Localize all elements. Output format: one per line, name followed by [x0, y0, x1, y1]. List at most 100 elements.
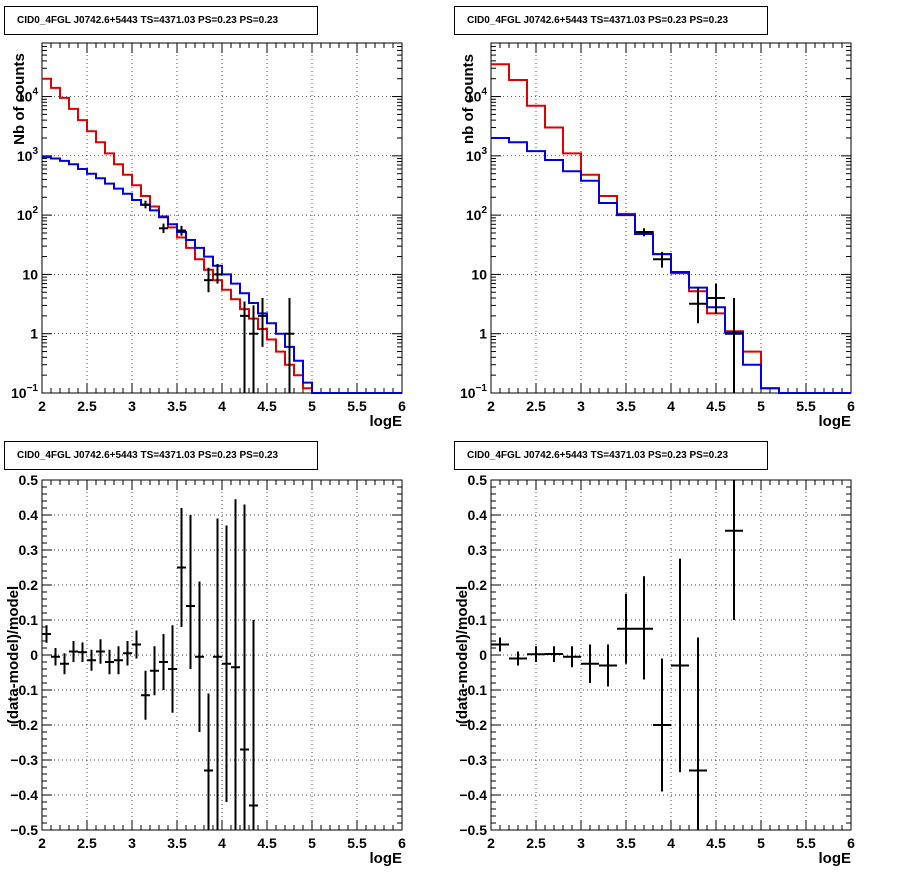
y-tick-label: 0.1	[19, 612, 39, 628]
title-box	[454, 441, 768, 470]
x-tick-label: 6	[847, 398, 855, 414]
y-axis-title: (data-model)/model	[5, 586, 22, 724]
y-tick-exponent: −1	[27, 383, 39, 394]
y-tick-label: 0.1	[468, 612, 488, 628]
data-point	[42, 625, 51, 643]
chart-panel-4: CID0_4FGL J0742.6+5443 TS=4371.03 PS=0.2…	[454, 441, 855, 867]
data-point	[195, 581, 204, 732]
data-point	[132, 630, 141, 659]
y-tick-base: 10	[466, 148, 482, 164]
y-tick-base: 10	[17, 207, 33, 223]
y-axis: −0.5 −0.4 −0.3 −0.2 −0.1 0 0.1 0.2 0.3 0.4 0.5	[459, 472, 851, 838]
data-point	[150, 646, 159, 696]
x-tick-label: 4	[667, 398, 675, 414]
x-axis-title: logE	[370, 413, 403, 430]
y-tick-label: −0.3	[10, 752, 38, 768]
grid	[42, 480, 402, 830]
chart-title: CID0_4FGL J0742.6+5443 TS=4371.03 PS=0.2…	[17, 15, 279, 26]
data-point	[222, 525, 231, 802]
data-point	[60, 653, 69, 675]
data-points	[42, 499, 258, 830]
data-point	[240, 504, 249, 830]
y-tick-label: 10	[22, 266, 38, 282]
y-tick-exponent: 2	[481, 205, 487, 216]
data-point	[671, 558, 689, 773]
data-point	[527, 646, 545, 662]
x-tick-label: 6	[847, 835, 855, 851]
y-tick-label: 0.5	[19, 472, 39, 488]
series-blue-histogram	[42, 156, 402, 394]
y-tick-label: 0	[30, 647, 38, 663]
x-tick-label: 3	[128, 835, 136, 851]
y-tick-base: 10	[17, 148, 33, 164]
x-tick-label: 5	[308, 398, 316, 414]
y-tick-base: 10	[17, 89, 33, 105]
x-tick-label: 6	[398, 398, 406, 414]
data-point	[509, 651, 527, 666]
data-point	[653, 251, 671, 268]
chart-title: CID0_4FGL J0742.6+5443 TS=4371.03 PS=0.2…	[467, 15, 729, 26]
x-tick-label: 3.5	[616, 835, 636, 851]
x-tick-label: 2.5	[77, 398, 97, 414]
data-point	[141, 670, 150, 720]
x-tick-label: 3	[128, 398, 136, 414]
data-point	[186, 515, 195, 669]
data-point	[725, 298, 743, 393]
x-axis-title: logE	[819, 413, 852, 430]
y-tick-label: −0.3	[459, 752, 487, 768]
x-tick-label: 5.5	[796, 398, 816, 414]
y-tick-label: −0.1	[459, 682, 487, 698]
y-tick-label: −0.5	[459, 822, 487, 838]
y-tick-base: 10	[11, 385, 27, 401]
data-points	[491, 480, 743, 830]
x-tick-label: 2	[487, 835, 495, 851]
data-point	[105, 649, 114, 675]
y-tick-label: −0.4	[459, 787, 487, 803]
chart-panel-2: CID0_4FGL J0742.6+5443 TS=4371.03 PS=0.2…	[454, 6, 855, 430]
y-axis: −0.5 −0.4 −0.3 −0.2 −0.1 0 0.1 0.2 0.3 0.4 0.5	[10, 472, 402, 838]
data-point	[168, 625, 177, 713]
x-axis: 2 2.5 3 3.5 4 4.5 5 5.5 6	[38, 43, 406, 414]
y-tick-label: 0.4	[19, 507, 39, 523]
data-point	[545, 646, 563, 662]
x-axis: 2 2.5 3 3.5 4 4.5 5 5.5 6	[38, 480, 406, 851]
y-axis-title: nb of counts	[460, 54, 477, 144]
y-tick-label: 10	[471, 266, 487, 282]
chart-panel-3: CID0_4FGL J0742.6+5443 TS=4371.03 PS=0.2…	[4, 441, 406, 867]
x-axis-title: logE	[370, 850, 403, 867]
data-point	[231, 499, 240, 830]
data-point	[599, 644, 617, 687]
data-point	[159, 634, 168, 690]
data-point	[689, 287, 707, 324]
data-point	[123, 641, 132, 666]
x-tick-label: 4	[218, 398, 226, 414]
y-tick-label: 0.5	[468, 472, 488, 488]
x-tick-label: 4	[218, 835, 226, 851]
data-point	[204, 267, 213, 293]
data-point	[491, 637, 509, 652]
title-box	[4, 6, 318, 35]
x-tick-label: 2	[487, 398, 495, 414]
x-tick-label: 2.5	[526, 835, 546, 851]
y-tick-label: 0.2	[468, 577, 488, 593]
data-point	[617, 593, 635, 664]
x-tick-label: 3	[577, 398, 585, 414]
y-tick-exponent: 3	[32, 146, 38, 157]
y-tick-label: −0.4	[10, 787, 38, 803]
data-point	[69, 641, 78, 662]
series-blue-histogram	[491, 137, 851, 394]
y-tick-base: 10	[466, 207, 482, 223]
chart-panel-1: CID0_4FGL J0742.6+5443 TS=4371.03 PS=0.2…	[4, 6, 406, 430]
y-tick-label: 104	[466, 87, 488, 105]
y-tick-base: 10	[466, 89, 482, 105]
y-tick-label: −0.5	[10, 822, 38, 838]
y-tick-label: −0.1	[10, 682, 38, 698]
data-point	[159, 223, 168, 233]
data-point	[177, 508, 186, 627]
y-tick-base: 10	[460, 385, 476, 401]
chart-title: CID0_4FGL J0742.6+5443 TS=4371.03 PS=0.2…	[467, 450, 729, 461]
y-axis-title: (data-model)/model	[454, 586, 471, 724]
data-point	[258, 298, 267, 347]
